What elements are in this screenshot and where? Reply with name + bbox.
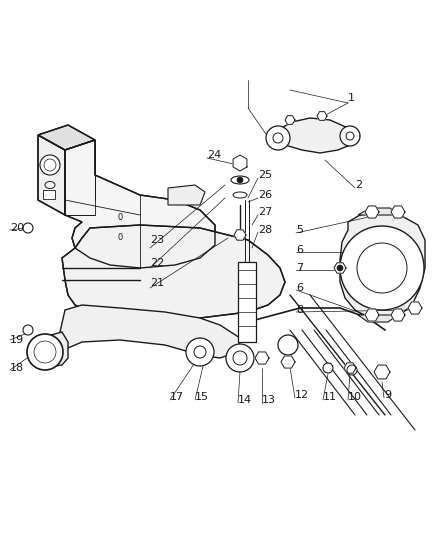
- Circle shape: [340, 126, 360, 146]
- Circle shape: [346, 132, 354, 140]
- Circle shape: [337, 265, 343, 271]
- Text: 27: 27: [258, 207, 272, 217]
- Polygon shape: [60, 305, 240, 358]
- Text: 14: 14: [238, 395, 252, 405]
- Polygon shape: [38, 125, 95, 150]
- Text: 23: 23: [150, 235, 164, 245]
- Polygon shape: [317, 112, 327, 120]
- Polygon shape: [168, 185, 205, 205]
- Text: 17: 17: [170, 392, 184, 402]
- Text: 0: 0: [117, 233, 123, 243]
- Text: 18: 18: [10, 363, 24, 373]
- Polygon shape: [391, 309, 405, 321]
- Polygon shape: [30, 332, 68, 368]
- Bar: [43, 190, 55, 199]
- Circle shape: [273, 133, 283, 143]
- Circle shape: [266, 126, 290, 150]
- Polygon shape: [391, 206, 405, 218]
- Polygon shape: [233, 155, 247, 171]
- Circle shape: [347, 365, 357, 375]
- Polygon shape: [358, 208, 398, 215]
- Circle shape: [340, 226, 424, 310]
- Text: 5: 5: [296, 225, 303, 235]
- Polygon shape: [344, 363, 356, 373]
- Text: 10: 10: [348, 392, 362, 402]
- Ellipse shape: [45, 182, 55, 189]
- Polygon shape: [358, 315, 398, 322]
- Circle shape: [237, 177, 243, 183]
- Polygon shape: [365, 206, 379, 218]
- Circle shape: [23, 223, 33, 233]
- Text: 20: 20: [10, 223, 24, 233]
- Polygon shape: [374, 365, 390, 379]
- Bar: [238, 262, 256, 342]
- Polygon shape: [334, 263, 346, 273]
- Polygon shape: [270, 118, 355, 153]
- Text: 15: 15: [195, 392, 209, 402]
- Text: 13: 13: [262, 395, 276, 405]
- Circle shape: [27, 334, 63, 370]
- Polygon shape: [38, 135, 65, 215]
- Polygon shape: [234, 230, 246, 240]
- Text: 6: 6: [296, 245, 303, 255]
- Text: 25: 25: [258, 170, 272, 180]
- Polygon shape: [65, 140, 215, 268]
- Polygon shape: [285, 116, 295, 124]
- Ellipse shape: [231, 176, 249, 184]
- Text: 8: 8: [296, 305, 303, 315]
- Text: 12: 12: [295, 390, 309, 400]
- Circle shape: [186, 338, 214, 366]
- Ellipse shape: [233, 192, 247, 198]
- Circle shape: [23, 325, 33, 335]
- Text: 26: 26: [258, 190, 272, 200]
- Circle shape: [278, 335, 298, 355]
- Polygon shape: [62, 225, 285, 318]
- Text: 11: 11: [323, 392, 337, 402]
- Text: 19: 19: [10, 335, 24, 345]
- Text: 7: 7: [296, 263, 303, 273]
- Text: 28: 28: [258, 225, 272, 235]
- Text: 9: 9: [384, 390, 391, 400]
- Text: 24: 24: [207, 150, 221, 160]
- Text: 2: 2: [355, 180, 362, 190]
- Text: 22: 22: [150, 258, 164, 268]
- Polygon shape: [255, 352, 269, 364]
- Polygon shape: [340, 212, 425, 320]
- Polygon shape: [365, 309, 379, 321]
- Circle shape: [323, 363, 333, 373]
- Circle shape: [40, 155, 60, 175]
- Text: 0: 0: [117, 214, 123, 222]
- Text: 1: 1: [348, 93, 355, 103]
- Polygon shape: [281, 356, 295, 368]
- Polygon shape: [408, 302, 422, 314]
- Text: 6: 6: [296, 283, 303, 293]
- Circle shape: [226, 344, 254, 372]
- Text: 21: 21: [150, 278, 164, 288]
